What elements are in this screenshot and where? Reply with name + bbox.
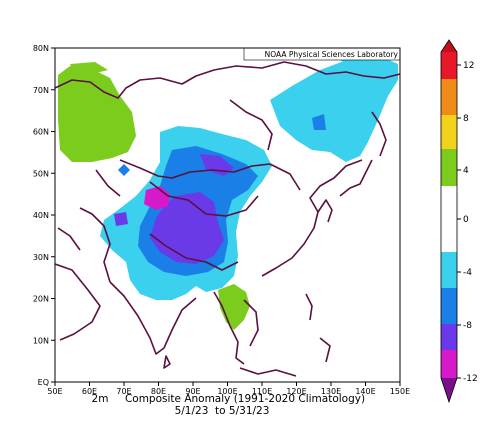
lon-tick-label: 100E [217, 387, 237, 396]
lat-tick-label: 10N [33, 336, 49, 345]
colorbar-bottom-arrow [441, 378, 457, 402]
anomaly-region-cold-tibet [150, 192, 224, 264]
map-plot-area: NOAA Physical Sciences Laboratory [55, 48, 400, 382]
lat-tick-label: EQ [38, 378, 49, 387]
lon-tick-label: 140E [355, 387, 375, 396]
colorbar-tick-label: 12 [463, 61, 474, 71]
lat-tick-label: 80N [33, 44, 49, 53]
colorbar-bin-purple [441, 324, 457, 350]
colorbar-bin-green [441, 149, 457, 186]
colorbar-bin-magenta [441, 350, 457, 378]
lat-tick-label: 70N [33, 86, 49, 95]
anomaly-region-warm-indochina [218, 284, 250, 330]
colorbar-bin-blue [441, 288, 457, 324]
lat-tick-label: 20N [33, 295, 49, 304]
anomaly-region-warm-siberia-west [58, 66, 136, 162]
colorbar-bin-yellow [441, 115, 457, 149]
credit-label: NOAA Physical Sciences Laboratory [265, 50, 399, 59]
lat-tick-label: 50N [33, 169, 49, 178]
lon-tick-label: 110E [252, 387, 272, 396]
latitude-ticks: EQ 10N 20N 30N 40N 50N 60N 70N 80N [33, 44, 55, 387]
caption-variable: 2m [92, 393, 109, 405]
colorbar: 12 8 4 0 -4 -8 -12 [440, 39, 478, 404]
lon-tick-label: 130E [321, 387, 341, 396]
lon-tick-label: 50E [47, 387, 62, 396]
lon-tick-label: 120E [286, 387, 306, 396]
longitude-ticks: 50E 60E 70E 80E 90E 100E 110E 120E 130E 140E 150E [47, 382, 410, 396]
colorbar-tick-label: -12 [463, 374, 478, 384]
lon-tick-label: 60E [82, 387, 97, 396]
lon-tick-label: 70E [116, 387, 131, 396]
colorbar-tick-label: 4 [463, 166, 469, 176]
colorbar-tick-label: 0 [463, 215, 469, 225]
lon-tick-label: 80E [151, 387, 166, 396]
colorbar-bin-red [441, 52, 457, 79]
colorbar-bin-white [441, 186, 457, 252]
lon-tick-label: 150E [390, 387, 410, 396]
lat-tick-label: 40N [33, 211, 49, 220]
lat-tick-label: 30N [33, 253, 49, 262]
lon-tick-label: 90E [185, 387, 200, 396]
lat-tick-label: 60N [33, 128, 49, 137]
colorbar-bin-lightblue [441, 252, 457, 288]
colorbar-tick-label: -8 [463, 321, 472, 331]
colorbar-tick-label: -4 [463, 268, 472, 278]
colorbar-bin-orange [441, 79, 457, 115]
colorbar-top-arrow [441, 40, 457, 52]
coastlines [55, 61, 400, 377]
anomaly-region-cool-east-siberia [270, 56, 398, 162]
caption-title: Composite Anomaly (1991-2020 Climatology… [125, 393, 365, 405]
colorbar-tick-label: 8 [463, 114, 469, 124]
caption-date-range: 5/1/23 to 5/31/23 [175, 405, 270, 417]
anomaly-region-warm-siberia-north [70, 62, 108, 74]
